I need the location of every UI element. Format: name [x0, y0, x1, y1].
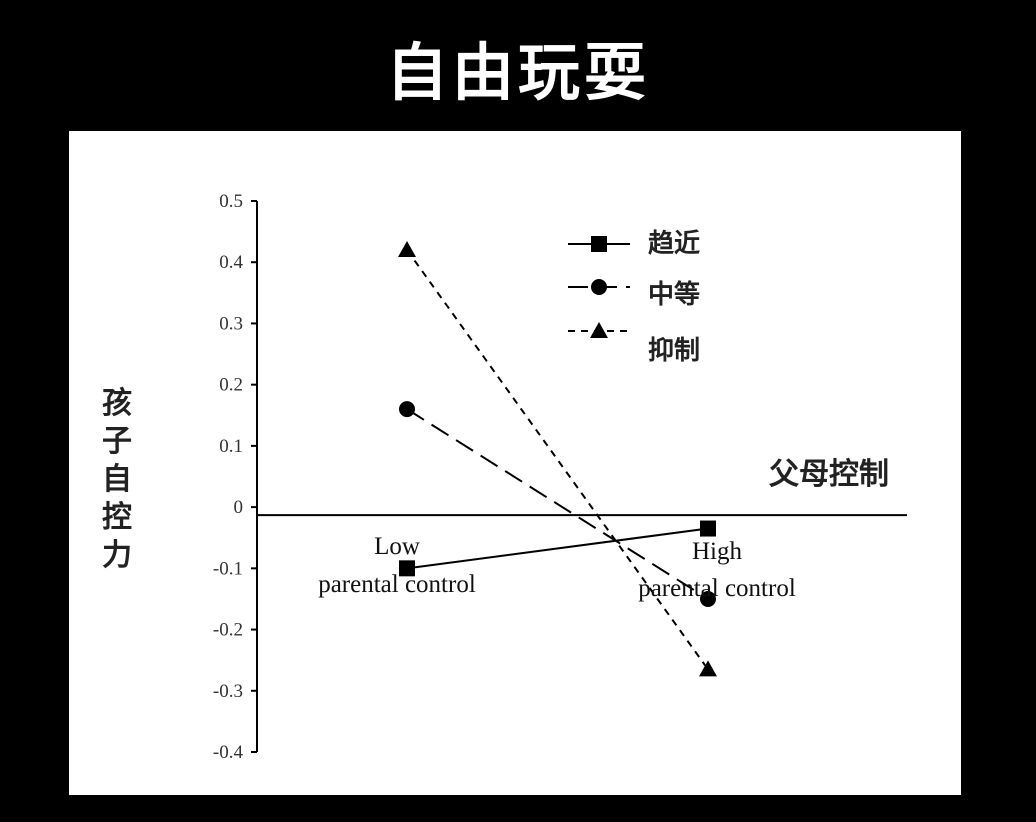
data-point-square — [700, 520, 716, 537]
y-tick-label: 0.4 — [219, 252, 243, 273]
data-point-triangle — [398, 240, 416, 257]
legend-label: 趋近 — [648, 229, 700, 259]
y-tick-label: -0.1 — [213, 558, 243, 579]
y-axis-title: 孩子自控力 — [102, 386, 132, 573]
legend-label: 抑制 — [648, 336, 700, 366]
chart-panel: 0.5 0.4 0.3 0.2 0.1 0 -0.1 -0.2 -0.3 -0.4 趋近 中等 抑制 … — [69, 131, 961, 795]
legend-marker-square — [591, 236, 607, 252]
y-tick-label: 0.1 — [219, 436, 243, 457]
line-chart: 0.50.40.30.20.10-0.1-0.2-0.3-0.4 趋近中等抑制 … — [102, 191, 907, 763]
y-tick-label: 0.3 — [219, 313, 243, 334]
data-point-triangle — [699, 660, 717, 677]
y-tick-label: -0.2 — [213, 620, 243, 641]
x-category-label: High parental control — [638, 538, 796, 602]
series-line-3 — [406, 249, 709, 670]
legend-label: 中等 — [648, 279, 700, 310]
y-tick-label: -0.3 — [213, 681, 243, 702]
page-title: 自由玩耍 — [385, 36, 650, 109]
data-point-square — [399, 560, 415, 577]
data-point-circle — [399, 401, 415, 418]
legend-marker-triangle — [590, 322, 608, 338]
legend-marker-circle — [591, 279, 607, 295]
data-point-circle — [700, 590, 716, 607]
y-tick-label: 0 — [234, 497, 244, 518]
series-line-2 — [406, 408, 709, 600]
y-tick-label: 0.5 — [219, 191, 243, 212]
x-category-label: Low parental control — [318, 533, 476, 598]
x-axis-title: 父母控制 — [769, 457, 889, 492]
y-tick-label: 0.2 — [219, 375, 243, 396]
y-tick-label: -0.4 — [213, 742, 244, 763]
series-line-1 — [406, 527, 709, 570]
